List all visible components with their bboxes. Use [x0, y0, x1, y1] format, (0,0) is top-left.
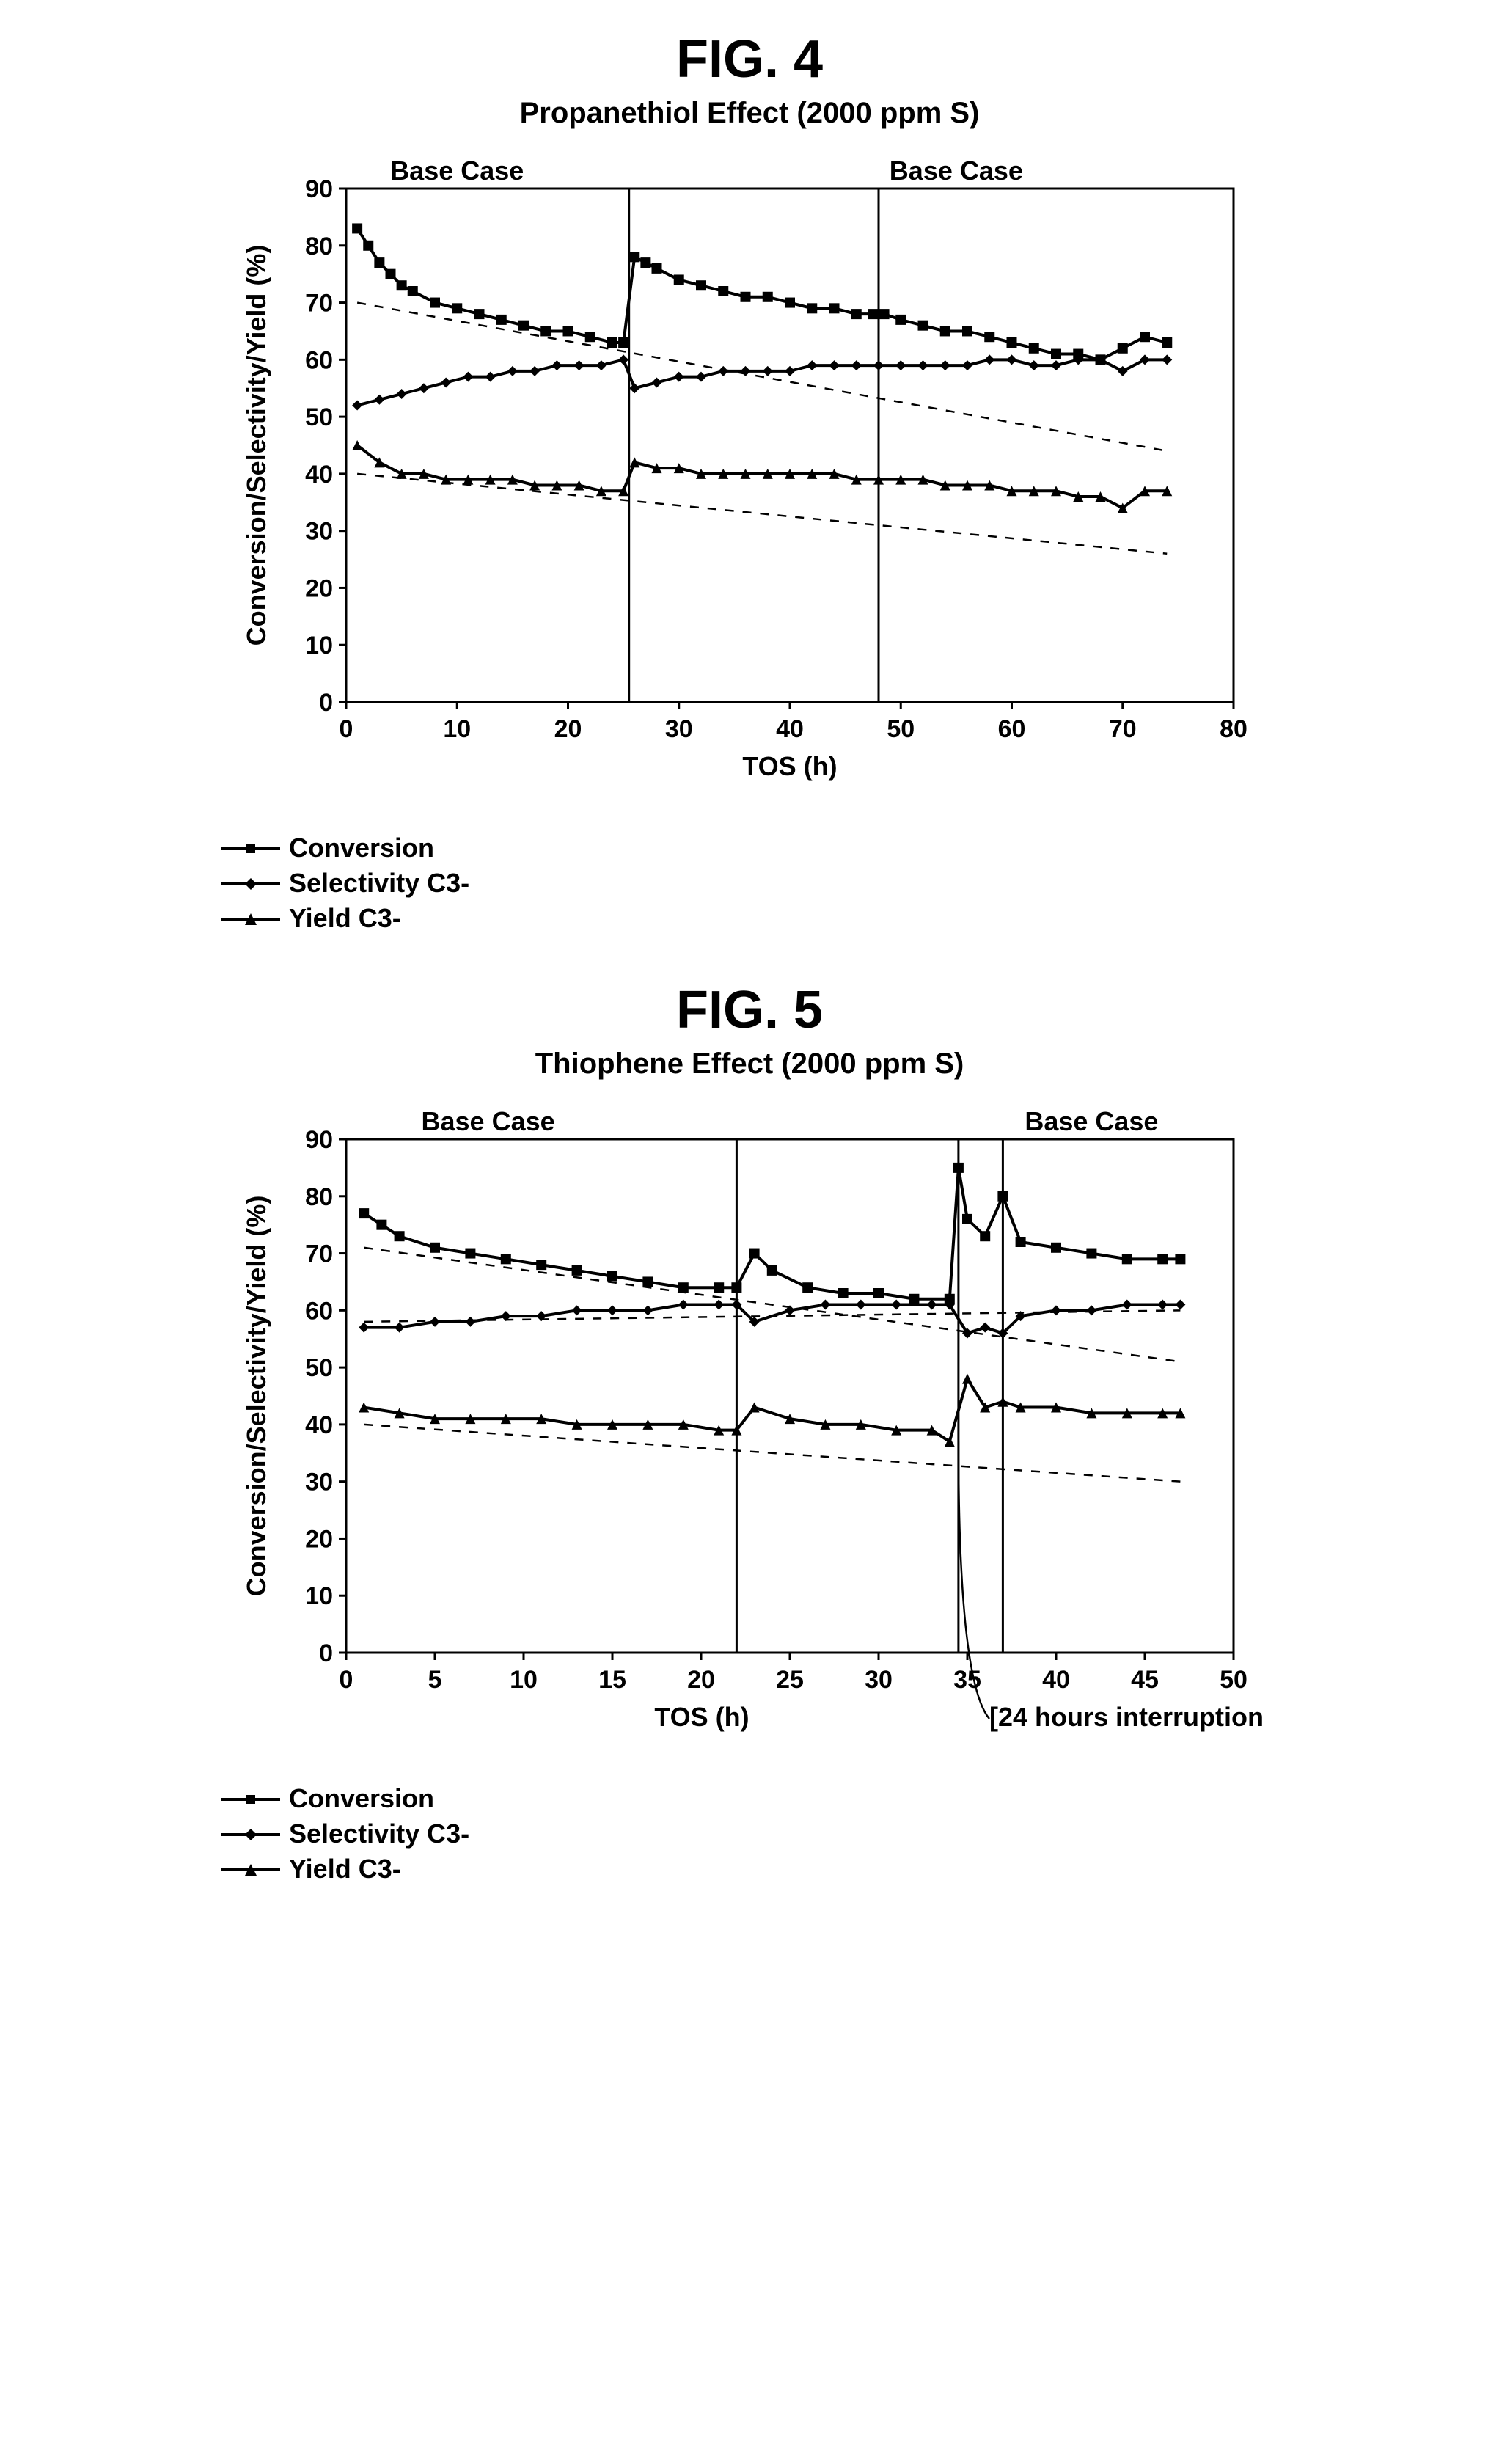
svg-text:10: 10 [443, 715, 471, 743]
svg-text:70: 70 [305, 290, 333, 318]
figure-4-label: FIG. 4 [163, 29, 1336, 89]
svg-text:90: 90 [305, 1126, 333, 1154]
svg-text:60: 60 [305, 1297, 333, 1325]
svg-text:20: 20 [305, 1525, 333, 1553]
svg-text:10: 10 [305, 1582, 333, 1610]
svg-text:45: 45 [1131, 1666, 1159, 1694]
svg-text:30: 30 [305, 1469, 333, 1496]
svg-text:50: 50 [305, 1354, 333, 1382]
svg-text:80: 80 [305, 233, 333, 260]
figure-5-legend: Conversion Selectivity C3- Yield C3- [221, 1781, 1336, 1887]
svg-text:Base Case: Base Case [390, 156, 524, 186]
svg-text:80: 80 [305, 1183, 333, 1211]
svg-text:10: 10 [510, 1666, 538, 1694]
legend-row-conversion: Conversion [221, 830, 1336, 866]
figure-5-label: FIG. 5 [163, 980, 1336, 1040]
square-marker-icon [221, 1787, 280, 1810]
legend-row-selectivity: Selectivity C3- [221, 1816, 1336, 1851]
svg-text:20: 20 [687, 1666, 715, 1694]
svg-text:50: 50 [305, 403, 333, 431]
svg-text:5: 5 [428, 1666, 442, 1694]
svg-text:Base Case: Base Case [1025, 1106, 1158, 1136]
svg-text:15: 15 [598, 1666, 626, 1694]
svg-text:90: 90 [305, 175, 333, 203]
svg-text:0: 0 [319, 1639, 333, 1667]
legend-row-yield: Yield C3- [221, 901, 1336, 936]
figure-4-legend: Conversion Selectivity C3- Yield C3- [221, 830, 1336, 936]
square-marker-icon [221, 836, 280, 860]
svg-text:30: 30 [305, 518, 333, 546]
svg-text:30: 30 [865, 1666, 893, 1694]
legend-label-yield: Yield C3- [289, 1854, 401, 1884]
legend-label-yield: Yield C3- [289, 903, 401, 934]
svg-text:Conversion/Selectivity/Yield (: Conversion/Selectivity/Yield (%) [241, 1196, 271, 1597]
svg-text:70: 70 [1109, 715, 1137, 743]
legend-label-selectivity: Selectivity C3- [289, 1818, 469, 1849]
legend-row-conversion: Conversion [221, 1781, 1336, 1816]
svg-text:TOS (h): TOS (h) [654, 1702, 749, 1732]
figure-4-subtitle: Propanethiol Effect (2000 ppm S) [163, 97, 1336, 130]
svg-text:30: 30 [665, 715, 693, 743]
legend-row-yield: Yield C3- [221, 1851, 1336, 1887]
figure-4: FIG. 4 Propanethiol Effect (2000 ppm S) … [163, 29, 1336, 936]
svg-text:Base Case: Base Case [890, 156, 1023, 186]
legend-label-conversion: Conversion [289, 833, 434, 863]
svg-text:0: 0 [340, 715, 353, 743]
figure-4-chart: 0 10 20 30 40 50 60 70 80 90 0 10 20 30 40 50 60 70 80 TOS … [236, 145, 1263, 808]
svg-text:40: 40 [1042, 1666, 1070, 1694]
svg-text:20: 20 [554, 715, 582, 743]
diamond-marker-icon [221, 871, 280, 895]
svg-text:40: 40 [305, 1411, 333, 1439]
triangle-marker-icon [221, 1857, 280, 1881]
svg-text:20: 20 [305, 574, 333, 602]
svg-text:[24 hours interruption]: [24 hours interruption] [989, 1702, 1263, 1732]
svg-text:80: 80 [1220, 715, 1247, 743]
svg-text:TOS (h): TOS (h) [742, 751, 837, 781]
svg-text:50: 50 [1220, 1666, 1247, 1694]
svg-text:70: 70 [305, 1240, 333, 1268]
svg-text:0: 0 [319, 689, 333, 717]
svg-text:Base Case: Base Case [422, 1106, 555, 1136]
legend-label-selectivity: Selectivity C3- [289, 868, 469, 899]
svg-text:Conversion/Selectivity/Yield (: Conversion/Selectivity/Yield (%) [241, 245, 271, 646]
svg-text:60: 60 [998, 715, 1026, 743]
svg-text:50: 50 [887, 715, 915, 743]
svg-text:25: 25 [776, 1666, 804, 1694]
svg-text:60: 60 [305, 346, 333, 374]
figure-5-subtitle: Thiophene Effect (2000 ppm S) [163, 1048, 1336, 1081]
svg-text:10: 10 [305, 632, 333, 659]
figure-5: FIG. 5 Thiophene Effect (2000 ppm S) 0 10… [163, 980, 1336, 1887]
triangle-marker-icon [221, 907, 280, 930]
diamond-marker-icon [221, 1822, 280, 1846]
legend-label-conversion: Conversion [289, 1783, 434, 1814]
svg-text:40: 40 [305, 461, 333, 489]
figure-5-chart: 010203040506070809005101520253035404550T… [236, 1095, 1263, 1759]
svg-text:0: 0 [340, 1666, 353, 1694]
svg-text:40: 40 [776, 715, 804, 743]
legend-row-selectivity: Selectivity C3- [221, 866, 1336, 901]
